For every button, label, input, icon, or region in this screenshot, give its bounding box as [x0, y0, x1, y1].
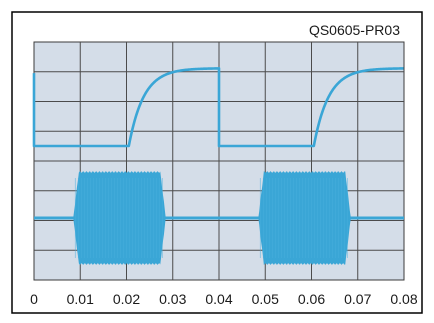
x-tick-labels: 0 0.01 0.02 0.03 0.04 0.05 0.06 0.07 0.08	[30, 291, 418, 307]
chart-title: QS0605-PR03	[309, 22, 400, 38]
x-tick-label: 0.02	[113, 291, 140, 307]
x-tick-label: 0.08	[390, 291, 417, 307]
x-tick-label: 0.03	[159, 291, 186, 307]
x-tick-label: 0.04	[205, 291, 232, 307]
traces	[32, 66, 404, 265]
x-tick-label: 0	[30, 291, 38, 307]
series-step-response	[32, 66, 404, 148]
x-tick-label: 0.05	[252, 291, 279, 307]
x-tick-label: 0.07	[344, 291, 371, 307]
x-tick-label: 0.01	[67, 291, 94, 307]
x-tick-label: 0.06	[298, 291, 325, 307]
